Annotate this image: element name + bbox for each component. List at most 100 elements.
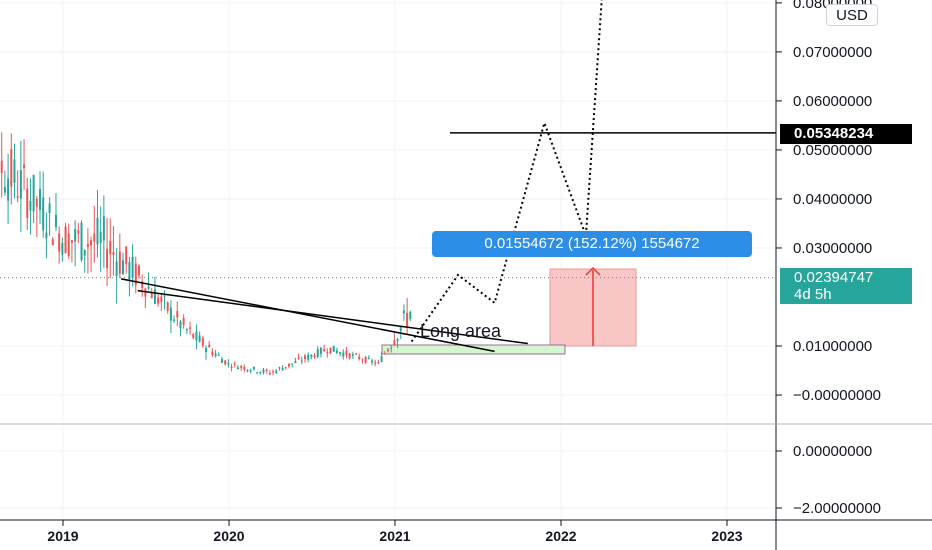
candle-body bbox=[67, 233, 70, 257]
bar-countdown: 4d 5h bbox=[794, 286, 832, 303]
candle-body bbox=[58, 233, 61, 252]
candle-body bbox=[0, 160, 3, 174]
trendline bbox=[137, 289, 528, 345]
candle-body bbox=[265, 369, 268, 372]
candle-body bbox=[262, 369, 265, 373]
candle-body bbox=[278, 367, 281, 369]
candles bbox=[0, 132, 412, 376]
candle-body bbox=[106, 248, 109, 269]
candle-body bbox=[345, 350, 348, 356]
entry-zone[interactable] bbox=[381, 344, 566, 355]
candle-body bbox=[281, 368, 284, 371]
candle-body bbox=[125, 246, 128, 265]
candle-body bbox=[342, 352, 345, 357]
candle-body bbox=[240, 366, 243, 368]
candle-body bbox=[367, 357, 370, 359]
candle-body bbox=[189, 327, 192, 329]
candle-body bbox=[147, 286, 150, 289]
candle-body bbox=[51, 239, 54, 246]
candle-body bbox=[115, 261, 118, 277]
candle-body bbox=[396, 339, 399, 341]
candle-body bbox=[230, 366, 233, 368]
candle-body bbox=[128, 262, 131, 280]
candle-body bbox=[361, 359, 364, 361]
candle-body bbox=[268, 373, 271, 375]
x-tick-label: 2020 bbox=[213, 528, 244, 544]
candle-body bbox=[351, 354, 354, 356]
candle-body bbox=[294, 361, 297, 363]
candle-body bbox=[144, 288, 147, 297]
candle-body bbox=[319, 347, 322, 354]
candle-body bbox=[236, 367, 239, 370]
candle-body bbox=[185, 329, 188, 331]
candle-body bbox=[377, 361, 380, 363]
candle-body bbox=[316, 349, 319, 358]
candle-body bbox=[249, 370, 252, 372]
current-price-value: 0.02394747 bbox=[794, 269, 874, 286]
candle-body bbox=[399, 326, 402, 331]
candle-body bbox=[386, 349, 389, 352]
y-tick-label: −2.00000000 bbox=[793, 500, 881, 517]
candle-body bbox=[64, 226, 67, 254]
candle-body bbox=[109, 241, 112, 255]
candle-body bbox=[300, 360, 303, 362]
candle-body bbox=[23, 164, 26, 169]
currency-selector[interactable]: USD bbox=[826, 4, 878, 26]
y-tick-label: −0.00000000 bbox=[793, 387, 881, 404]
candle-body bbox=[259, 371, 262, 374]
candle-body bbox=[256, 372, 259, 374]
candle-body bbox=[80, 222, 83, 260]
candle-body bbox=[233, 363, 236, 365]
candle-body bbox=[153, 289, 156, 304]
candle-body bbox=[86, 244, 89, 248]
candle-body bbox=[29, 200, 32, 211]
candle-body bbox=[169, 307, 172, 321]
candle-body bbox=[61, 243, 64, 255]
candle-body bbox=[195, 331, 198, 341]
candle-body bbox=[205, 348, 208, 352]
y-tick-label: 0.07000000 bbox=[793, 44, 872, 61]
candle-body bbox=[243, 366, 246, 370]
candle-body bbox=[192, 333, 195, 338]
overlays bbox=[0, 0, 776, 353]
candle-body bbox=[303, 355, 306, 360]
candle-body bbox=[371, 360, 374, 363]
candle-body bbox=[163, 295, 166, 297]
candle-body bbox=[220, 358, 223, 363]
candle-body bbox=[227, 362, 230, 365]
candle-body bbox=[288, 363, 291, 367]
x-tick-label: 2022 bbox=[545, 528, 576, 544]
candle-body bbox=[70, 240, 73, 243]
candle-body bbox=[284, 367, 287, 369]
grid bbox=[0, 0, 776, 520]
candle-body bbox=[329, 347, 332, 354]
candle-body bbox=[166, 302, 169, 312]
candle-body bbox=[326, 352, 329, 354]
long-area-label[interactable]: Long area bbox=[420, 321, 502, 341]
candle-body bbox=[35, 198, 38, 207]
projection-path bbox=[410, 0, 603, 343]
candle-body bbox=[10, 149, 13, 187]
candle-body bbox=[77, 230, 80, 234]
candle-body bbox=[383, 353, 386, 355]
candle-body bbox=[224, 360, 227, 365]
candle-body bbox=[45, 232, 48, 239]
y-tick-label: 0.04000000 bbox=[793, 191, 872, 208]
candle-body bbox=[201, 338, 204, 346]
candle-body bbox=[32, 174, 35, 212]
candle-body bbox=[208, 344, 211, 348]
candle-body bbox=[19, 170, 22, 199]
candle-body bbox=[307, 354, 310, 360]
x-tick-label: 2023 bbox=[711, 528, 742, 544]
measure-label[interactable]: 0.01554672 (152.12%) 1554672 bbox=[432, 231, 752, 257]
candle-body bbox=[13, 159, 16, 183]
candle-body bbox=[211, 351, 214, 355]
candle-body bbox=[131, 256, 134, 279]
candle-body bbox=[99, 231, 102, 243]
candle-body bbox=[214, 353, 217, 357]
candle-body bbox=[252, 366, 255, 370]
candle-body bbox=[374, 362, 377, 364]
candle-body bbox=[173, 319, 176, 321]
